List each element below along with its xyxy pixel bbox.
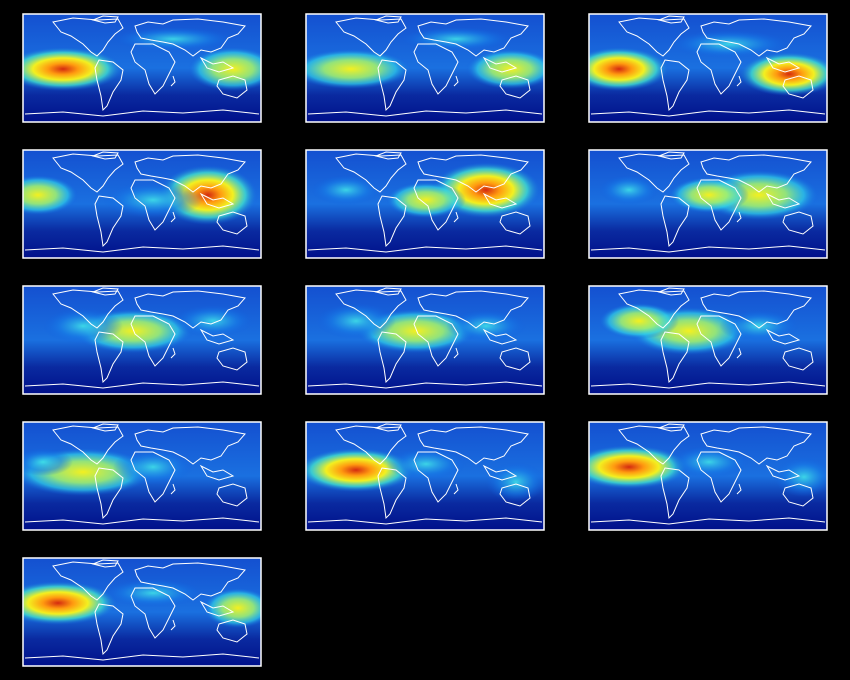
field-blob: [401, 27, 511, 51]
field-blob: [669, 177, 749, 213]
field-blob: [739, 52, 827, 96]
field: [589, 422, 827, 530]
map-panel: [305, 421, 545, 531]
field-blob: [669, 446, 749, 478]
field: [306, 422, 544, 530]
map-frame: [305, 13, 545, 123]
field-blob: [446, 310, 526, 342]
field-blob: [589, 47, 669, 91]
field-blob: [774, 457, 827, 497]
map-frame: [305, 285, 545, 395]
map-frame: [588, 285, 828, 395]
field: [589, 14, 827, 122]
map-frame: [22, 557, 262, 667]
field-blob: [113, 27, 233, 51]
field-blob: [386, 448, 466, 480]
field-blob: [486, 462, 544, 502]
field: [589, 286, 827, 394]
field-blob: [203, 588, 261, 628]
field-blob: [599, 303, 679, 339]
map-panel: [22, 149, 262, 259]
field-blob: [23, 47, 123, 91]
map-panel: [588, 285, 828, 395]
field: [23, 558, 261, 666]
map-panel: [305, 285, 545, 395]
field: [306, 286, 544, 394]
map-frame: [22, 13, 262, 123]
map-panel: [588, 149, 828, 259]
field: [306, 14, 544, 122]
field-blob: [23, 175, 78, 215]
field-blob: [43, 308, 123, 344]
field-blob: [103, 182, 203, 218]
field-blob: [188, 47, 261, 91]
map-frame: [305, 421, 545, 531]
field: [306, 150, 544, 258]
map-panel: [22, 557, 262, 667]
field-blob: [23, 581, 118, 625]
map-panel: [588, 421, 828, 531]
field-blob: [599, 175, 659, 205]
field-blob: [173, 305, 253, 337]
map-frame: [588, 421, 828, 531]
field-blob: [719, 310, 799, 342]
field-blob: [311, 175, 381, 205]
field-blob: [386, 182, 466, 218]
map-frame: [305, 149, 545, 259]
map-frame: [22, 421, 262, 531]
field-blob: [23, 448, 73, 476]
map-frame: [588, 13, 828, 123]
field-blob: [306, 49, 411, 89]
field-blob: [669, 30, 789, 58]
field-blob: [103, 579, 203, 607]
map-panel: [588, 13, 828, 123]
field: [589, 150, 827, 258]
field: [23, 150, 261, 258]
map-panel: [22, 285, 262, 395]
field-blob: [316, 303, 396, 339]
field-blob: [589, 445, 689, 489]
field: [23, 422, 261, 530]
field-blob: [113, 449, 193, 485]
map-panel: [305, 13, 545, 123]
map-panel: [22, 421, 262, 531]
map-panel: [305, 149, 545, 259]
map-frame: [22, 285, 262, 395]
field: [23, 286, 261, 394]
field: [23, 14, 261, 122]
map-frame: [22, 149, 262, 259]
map-frame: [588, 149, 828, 259]
map-panel: [22, 13, 262, 123]
